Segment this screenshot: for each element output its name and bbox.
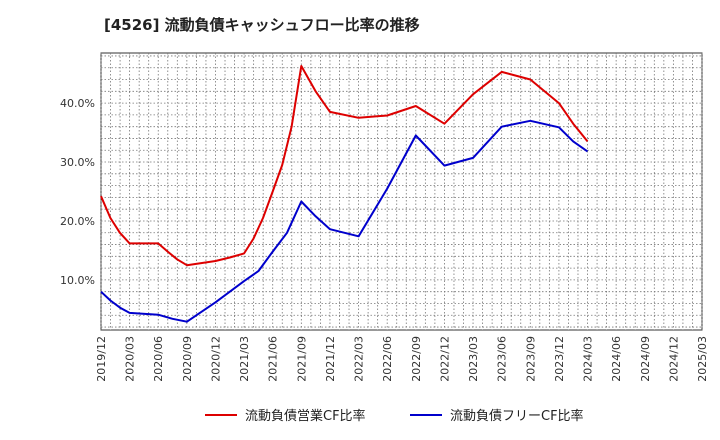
x-tick-label: 2024/09 — [639, 336, 652, 382]
x-tick-label: 2022/12 — [438, 336, 451, 382]
x-tick-label: 2021/09 — [295, 336, 308, 382]
y-tick-label: 20.0% — [60, 215, 95, 228]
legend-label-2: 流動負債フリーCF比率 — [450, 408, 584, 424]
x-tick-label: 2022/03 — [353, 336, 366, 382]
legend-label-1: 流動負債営業CF比率 — [245, 408, 366, 424]
x-tick-label: 2021/12 — [324, 336, 337, 382]
x-tick-label: 2024/03 — [582, 336, 595, 382]
x-tick-label: 2020/12 — [209, 336, 222, 382]
plot-area — [100, 52, 703, 331]
x-tick-label: 2020/09 — [181, 336, 194, 382]
x-tick-label: 2020/06 — [152, 336, 165, 382]
x-tick-label: 2023/09 — [524, 336, 537, 382]
x-tick-label: 2025/03 — [696, 336, 709, 382]
x-tick-label: 2023/03 — [467, 336, 480, 382]
x-tick-label: 2024/12 — [667, 336, 680, 382]
x-tick-label: 2022/09 — [410, 336, 423, 382]
series-line-2 — [100, 119, 589, 323]
x-tick-label: 2021/06 — [267, 336, 280, 382]
y-tick-label: 30.0% — [60, 156, 95, 169]
x-tick-label: 2023/06 — [496, 336, 509, 382]
x-tick-label: 2021/03 — [238, 336, 251, 382]
series-line-1 — [100, 65, 589, 267]
x-tick-label: 2019/12 — [95, 336, 108, 382]
y-tick-label: 40.0% — [60, 97, 95, 110]
chart-title: [4526] 流動負債キャッシュフロー比率の推移 — [104, 16, 420, 34]
y-tick-label: 10.0% — [60, 274, 95, 287]
x-tick-label: 2022/06 — [381, 336, 394, 382]
x-tick-label: 2023/12 — [553, 336, 566, 382]
x-tick-label: 2024/06 — [610, 336, 623, 382]
x-tick-label: 2020/03 — [124, 336, 137, 382]
